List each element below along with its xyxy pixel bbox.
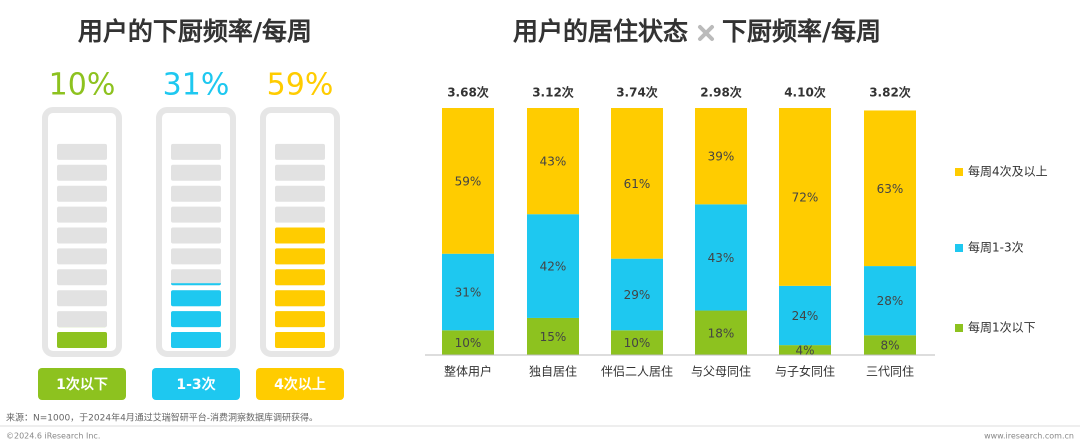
label-box	[38, 368, 126, 400]
value-label: 43%	[540, 155, 567, 169]
battery-segment	[275, 206, 325, 223]
bar-annotation: 3.68次	[447, 85, 489, 100]
label-box	[152, 368, 240, 400]
value-label: 63%	[877, 182, 904, 196]
bar-segment	[779, 285, 831, 346]
value-label: 31%	[455, 286, 482, 300]
footer-source: 来源：N=1000，于2024年4月通过艾瑞智研平台-消费洞察数据库调研获得。	[6, 412, 318, 424]
battery-fill	[57, 327, 107, 348]
battery-segment	[57, 164, 107, 181]
right-title: 用户的居住状态 下厨频率/每周	[513, 17, 881, 46]
value-label: 18%	[708, 326, 735, 340]
bar-segment	[779, 108, 831, 286]
value-label: 39%	[708, 150, 735, 164]
value-label: 8%	[880, 339, 899, 353]
footer-website: www.iresearch.com.cn	[984, 432, 1074, 441]
x-tick-label: 整体用户	[444, 364, 492, 379]
bar-segment	[695, 204, 747, 311]
x-tick-label: 独自居住	[529, 365, 577, 379]
value-label: 24%	[792, 309, 819, 323]
bar-segment	[864, 266, 916, 336]
x-tick-label: 伴侣二人居住	[601, 364, 673, 379]
bar-segment	[527, 317, 579, 355]
battery-segment	[171, 227, 221, 244]
percent-label: 10%	[49, 68, 116, 103]
category-label: 1-3次	[176, 376, 215, 393]
x-tick-label: 三代同住	[866, 365, 914, 379]
bar-annotation: 3.74次	[616, 85, 658, 100]
battery-segment	[275, 164, 325, 181]
battery-segment	[171, 206, 221, 223]
x-tick-label: 与子女同住	[775, 364, 835, 379]
bar-annotation: 3.82次	[869, 85, 911, 100]
battery-segment	[57, 248, 107, 265]
bar-segment	[695, 108, 747, 205]
value-label: 10%	[624, 336, 651, 350]
category-label: 1次以下	[56, 376, 108, 393]
value-label: 4%	[795, 344, 814, 358]
bar-segment	[442, 330, 494, 355]
battery-segment	[171, 143, 221, 160]
battery-segment	[57, 206, 107, 223]
bar-annotation: 2.98次	[700, 85, 742, 100]
value-label: 42%	[540, 260, 567, 274]
legend-swatch	[955, 168, 963, 176]
bar-segment	[527, 108, 579, 215]
right-title-main: 用户的居住状态	[513, 17, 688, 46]
x-tick-label: 与父母同住	[691, 365, 751, 379]
legend-label: 每周4次及以上	[968, 164, 1048, 179]
value-label: 28%	[877, 294, 904, 308]
legend-label: 每周1次以下	[968, 320, 1036, 335]
value-label: 72%	[792, 190, 819, 204]
bar-segment	[442, 108, 494, 254]
bar-segment	[611, 330, 663, 355]
bar-segment	[779, 345, 831, 355]
battery-fill	[171, 283, 221, 348]
bar-segment	[864, 335, 916, 355]
bar-segment	[527, 214, 579, 318]
category-label: 4次以上	[274, 376, 326, 393]
right-title-suffix: 下厨频率/每周	[722, 17, 881, 46]
value-label: 29%	[624, 288, 651, 302]
footer-copyright: ©2024.6 iResearch Inc.	[6, 432, 100, 441]
percent-label: 31%	[163, 68, 230, 103]
percent-label: 59%	[267, 68, 334, 103]
left-title: 用户的下厨频率/每周	[78, 17, 312, 46]
battery-segment	[57, 311, 107, 328]
battery-segment	[171, 185, 221, 202]
battery-segment	[275, 185, 325, 202]
value-label: 15%	[540, 330, 567, 344]
battery-segment	[57, 290, 107, 307]
value-label: 43%	[708, 251, 735, 265]
legend-swatch	[955, 244, 963, 252]
bar-annotation: 3.12次	[532, 85, 574, 100]
legend-label: 每周1-3次	[968, 240, 1024, 255]
cross-icon	[698, 25, 714, 41]
bar-annotation: 4.10次	[784, 85, 826, 100]
legend-swatch	[955, 324, 963, 332]
value-label: 61%	[624, 177, 651, 191]
battery-segment	[275, 143, 325, 160]
bar-segment	[611, 108, 663, 259]
battery-segment	[57, 143, 107, 160]
battery-segment	[171, 164, 221, 181]
battery-segment	[57, 185, 107, 202]
bar-segment	[864, 110, 916, 267]
value-label: 10%	[455, 336, 482, 350]
label-box	[256, 368, 344, 400]
bar-segment	[442, 253, 494, 331]
battery-segment	[171, 248, 221, 265]
bar-segment	[611, 258, 663, 331]
battery-segment	[57, 269, 107, 286]
battery-segment	[171, 269, 221, 286]
value-label: 59%	[455, 174, 482, 188]
bar-segment	[695, 310, 747, 355]
battery-segment	[57, 227, 107, 244]
